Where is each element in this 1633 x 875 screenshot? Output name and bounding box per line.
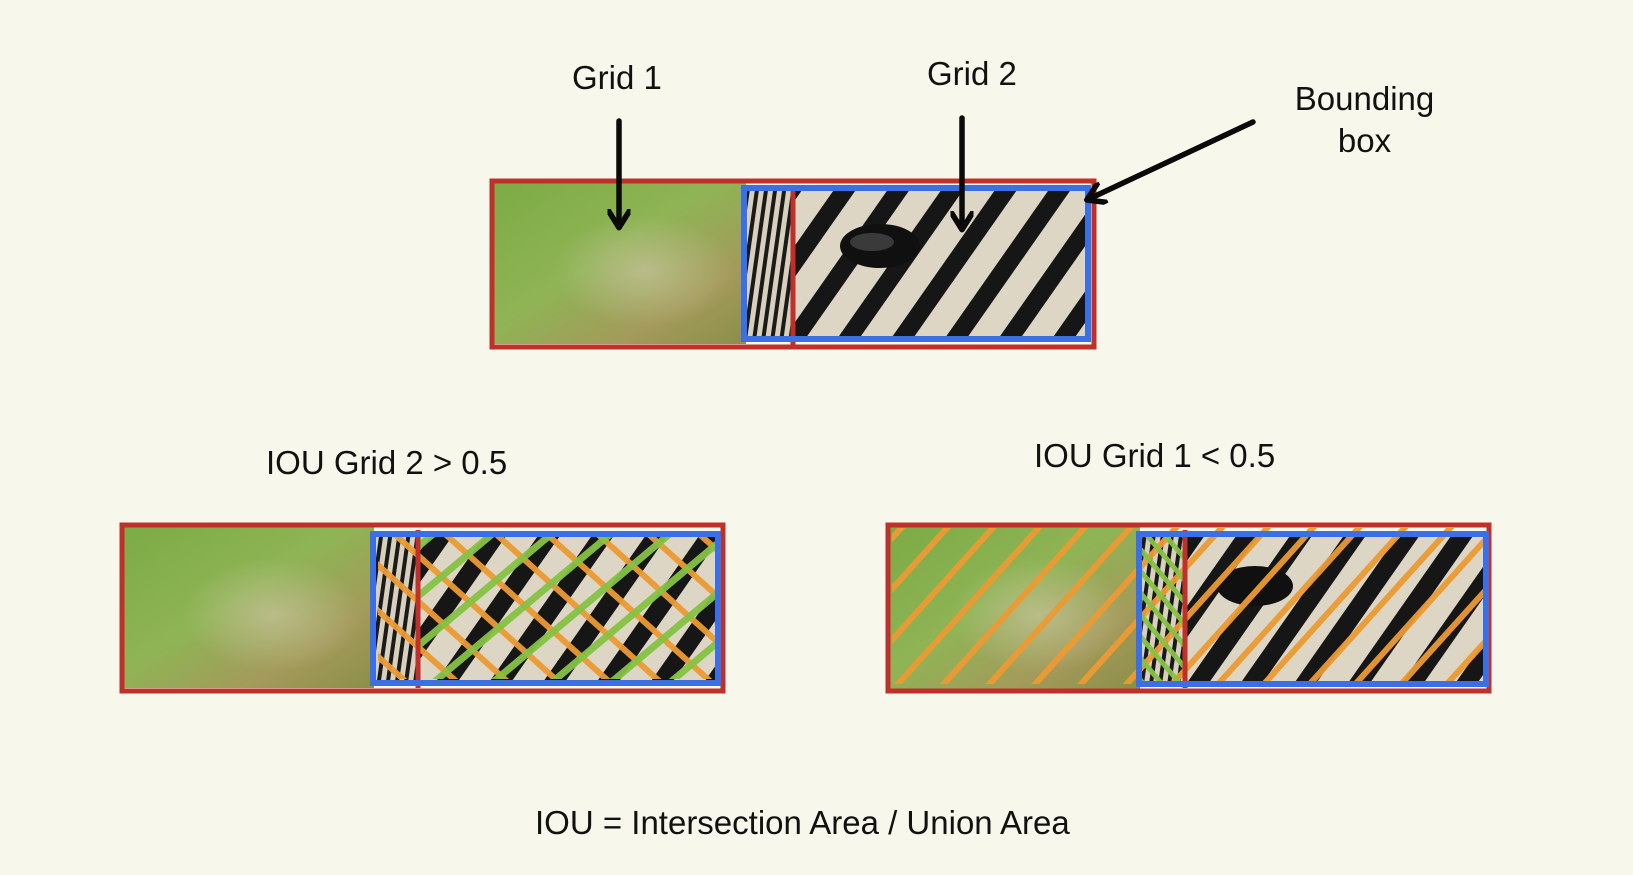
grass-highlight (122, 526, 374, 688)
iou-formula: IOU = Intersection Area / Union Area (535, 804, 1070, 841)
arrow-left-icon (1091, 119, 1256, 198)
intersection-hatch (1142, 535, 1184, 681)
grid-outline-top (489, 178, 1097, 350)
bounding-box (370, 531, 721, 686)
iou-grid1-label: IOU Grid 1 < 0.5 (1034, 437, 1276, 474)
grid2-label: Grid 2 (927, 55, 1017, 92)
bounding-box-top (741, 185, 1091, 342)
top-diagram (489, 178, 1097, 350)
bounding-box (1136, 531, 1489, 687)
grid2-image-region (794, 186, 1086, 338)
union-hatch (892, 528, 1484, 684)
iou-grid2-diagram (119, 522, 726, 694)
zebra-eye-highlight (850, 233, 894, 251)
zebra-fine-region (746, 186, 794, 338)
iou-grid2-label: IOU Grid 2 > 0.5 (266, 444, 508, 481)
grid-outline (119, 522, 726, 694)
intersection-hatch (418, 536, 715, 679)
iou-grid1-diagram (885, 522, 1492, 694)
bounding-box-label: Bounding box (1294, 80, 1435, 159)
grid1-label: Grid 1 (572, 59, 662, 96)
